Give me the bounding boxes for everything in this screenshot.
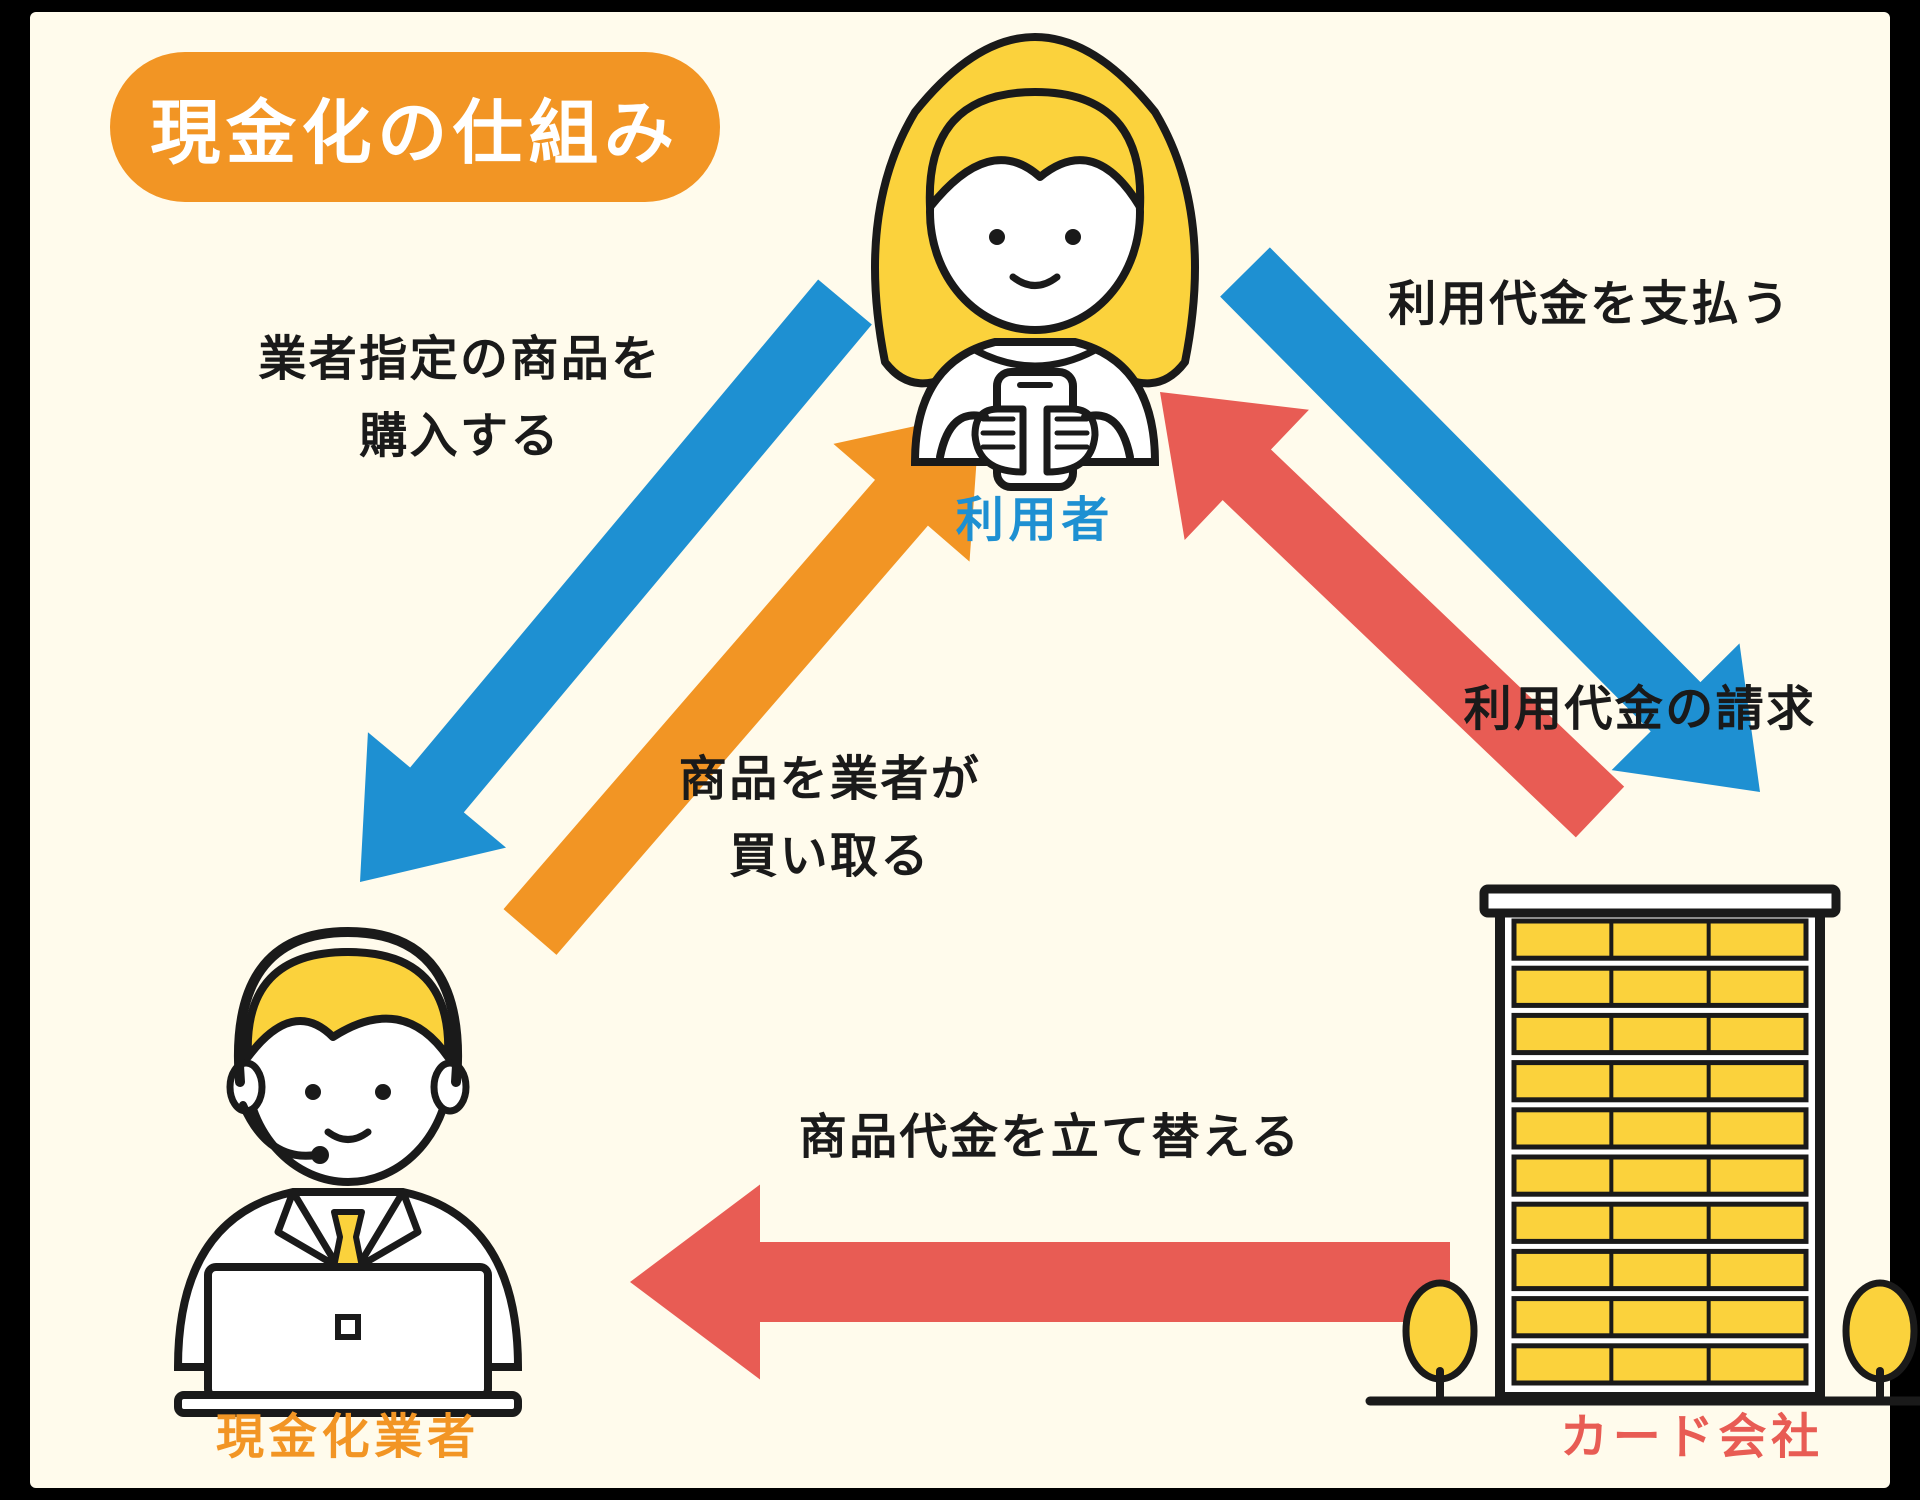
canvas: 現金化の仕組み 利用者 現金化業者 カード会社 業者指定の商品を 購入する 商品… [30, 12, 1890, 1488]
edge-label-pay: 利用代金を支払う [1240, 267, 1920, 344]
edge-label-buy: 業者指定の商品を 購入する [110, 322, 810, 476]
node-label-vendor: 現金化業者 [98, 1397, 598, 1467]
vendor-icon [178, 932, 518, 1413]
title-text: 現金化の仕組み [150, 77, 679, 178]
card-company-icon [1370, 889, 1920, 1401]
title-pill: 現金化の仕組み [110, 52, 720, 202]
edge-label-buyback: 商品を業者が 買い取る [480, 742, 1180, 896]
edge-label-advance: 商品代金を立て替える [700, 1100, 1400, 1177]
edge-label-bill: 利用代金の請求 [1290, 672, 1920, 749]
node-label-card: カード会社 [1442, 1397, 1920, 1467]
stage: 現金化の仕組み 利用者 現金化業者 カード会社 業者指定の商品を 購入する 商品… [0, 0, 1920, 1500]
user-icon [875, 37, 1195, 487]
node-label-user: 利用者 [785, 480, 1285, 550]
